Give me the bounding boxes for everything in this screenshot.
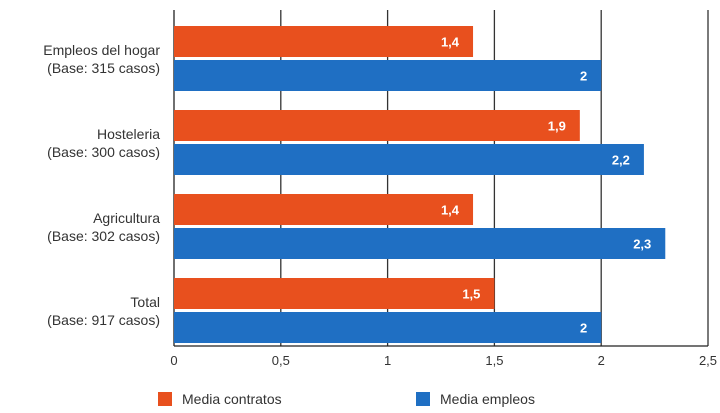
category-base: (Base: 302 casos)	[47, 227, 160, 244]
bar-media-empleos	[174, 60, 602, 91]
legend-swatch-contratos	[158, 392, 172, 406]
data-label: 2,2	[612, 153, 630, 168]
x-tick-label: 2	[598, 353, 605, 368]
bar-media-empleos	[174, 312, 602, 343]
category-label: Total (Base: 917 casos)	[0, 293, 160, 329]
bar-media-empleos	[174, 228, 666, 259]
legend-item-empleos: Media empleos	[416, 391, 535, 407]
category-label: Empleos del hogar (Base: 315 casos)	[0, 41, 160, 77]
data-label: 2	[580, 321, 587, 336]
category-name: Empleos del hogar	[43, 41, 160, 58]
data-label: 1,5	[462, 287, 480, 302]
category-label: Agricultura (Base: 302 casos)	[0, 209, 160, 245]
x-tick-label: 0,5	[272, 353, 290, 368]
legend-label-contratos: Media contratos	[182, 391, 282, 407]
legend-label-empleos: Media empleos	[440, 391, 535, 407]
category-base: (Base: 300 casos)	[47, 143, 160, 160]
bar-media-contratos	[174, 26, 474, 57]
category-base: (Base: 917 casos)	[47, 311, 160, 328]
category-base: (Base: 315 casos)	[47, 59, 160, 76]
x-tick-label: 1	[384, 353, 391, 368]
category-name: Agricultura	[93, 209, 160, 226]
bar-media-contratos	[174, 278, 495, 309]
bar-media-contratos	[174, 110, 580, 141]
data-label: 1,4	[441, 35, 460, 50]
x-tick-label: 0	[170, 353, 177, 368]
category-label: Hosteleria (Base: 300 casos)	[0, 125, 160, 161]
category-name: Hosteleria	[96, 125, 160, 142]
bar-media-empleos	[174, 144, 644, 175]
category-name: Total	[130, 293, 160, 310]
data-label: 2,3	[633, 237, 651, 252]
x-tick-label: 1,5	[485, 353, 503, 368]
data-label: 1,9	[548, 119, 566, 134]
bar-media-contratos	[174, 194, 474, 225]
data-label: 1,4	[441, 203, 460, 218]
x-tick-label: 2,5	[699, 353, 717, 368]
legend-item-contratos: Media contratos	[158, 391, 282, 407]
legend-swatch-empleos	[416, 392, 430, 406]
data-label: 2	[580, 69, 587, 84]
